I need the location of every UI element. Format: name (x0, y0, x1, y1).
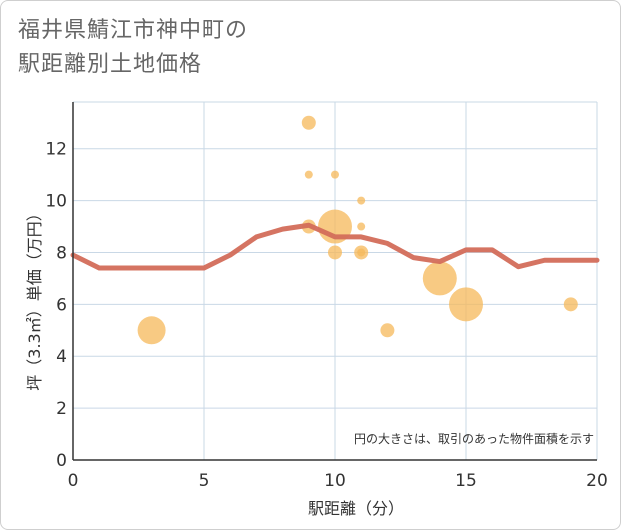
y-tick-label: 0 (56, 451, 67, 471)
y-tick-label: 12 (45, 140, 67, 160)
bubble-point (328, 245, 342, 260)
bubbles-layer (137, 115, 578, 345)
y-tick-label: 8 (56, 243, 67, 263)
x-tick-label: 5 (199, 471, 210, 491)
x-tick-label: 0 (68, 471, 79, 491)
chart-title: 福井県鯖江市神中町の 駅距離別土地価格 (18, 14, 248, 82)
trend-line (70, 222, 600, 271)
y-tick-label: 2 (56, 399, 67, 419)
bubble-point (380, 323, 395, 338)
bubble-point (357, 196, 366, 205)
x-tick-label: 20 (586, 471, 608, 491)
y-tick-label: 10 (45, 192, 67, 212)
y-tick-label: 6 (56, 295, 67, 315)
grid-lines (73, 101, 598, 460)
y-tick-label: 4 (56, 347, 67, 367)
y-tick-labels: 0 2 4 6 8 10 12 (45, 140, 67, 471)
bubble-point (563, 297, 578, 312)
bubble-point (449, 287, 483, 322)
bubble-point (304, 170, 313, 179)
bubble-point (357, 248, 366, 257)
axes (72, 102, 597, 461)
x-tick-labels: 0 5 10 15 20 (68, 471, 608, 491)
chart-title-line-1: 福井県鯖江市神中町の (18, 18, 249, 43)
x-tick-label: 10 (324, 471, 346, 491)
y-axis-title: 坪（3.3㎡）単価（万円） (25, 205, 44, 390)
bubble-point (357, 222, 366, 231)
bubble-point (137, 316, 166, 345)
x-tick-label: 15 (455, 471, 477, 491)
bubble-point (331, 170, 339, 179)
bubble-point (422, 261, 457, 296)
bubble-size-note: 円の大きさは、取引のあった物件面積を示す (354, 431, 594, 446)
trend-line-layer (70, 222, 600, 271)
bubble-point (301, 115, 316, 130)
x-axis-title: 駅距離（分） (308, 499, 404, 518)
chart-title-line-2: 駅距離別土地価格 (18, 52, 203, 77)
